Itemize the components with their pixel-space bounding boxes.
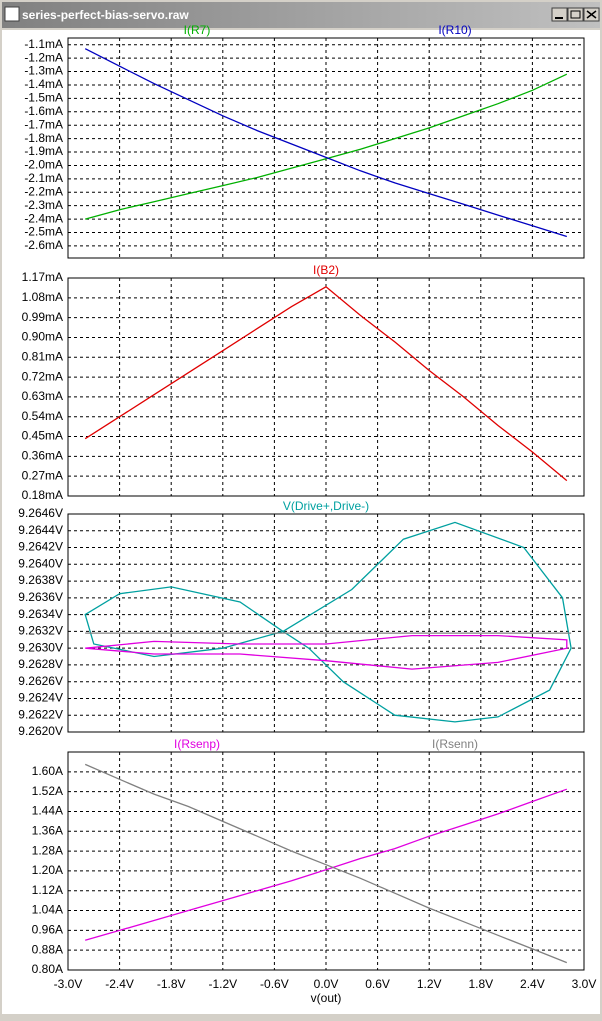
y-tick-label: 0.18mA <box>22 488 63 502</box>
y-tick-label: -1.2mA <box>24 50 63 64</box>
y-tick-label: 9.2628V <box>18 657 63 671</box>
y-tick-label: 0.96A <box>32 923 63 937</box>
trace <box>85 73 568 220</box>
y-tick-label: 0.45mA <box>22 429 63 443</box>
y-tick-label: 0.54mA <box>22 409 63 423</box>
y-tick-label: 1.04A <box>32 903 63 917</box>
y-tick-label: 1.08mA <box>22 290 63 304</box>
y-tick-label: 0.90mA <box>22 330 63 344</box>
y-tick-label: -2.1mA <box>24 171 63 185</box>
plot-background <box>2 30 600 1014</box>
y-tick-label: 9.2646V <box>18 506 63 520</box>
y-tick-label: -1.4mA <box>24 77 63 91</box>
title-bar <box>2 2 600 28</box>
x-tick-label: 1.8V <box>468 977 493 991</box>
x-tick-label: 0.0V <box>314 977 339 991</box>
x-tick-label: -3.0V <box>54 977 83 991</box>
y-tick-label: 9.2630V <box>18 640 63 654</box>
trace <box>84 763 568 964</box>
x-tick-label: -0.6V <box>260 977 289 991</box>
y-tick-label: -1.3mA <box>24 64 63 78</box>
y-tick-label: 9.2622V <box>18 707 63 721</box>
x-tick-label: 3.0V <box>572 977 597 991</box>
y-tick-label: 1.44A <box>32 804 63 818</box>
y-tick-label: 0.99mA <box>22 310 63 324</box>
y-tick-label: 9.2624V <box>18 691 63 705</box>
y-tick-label: -2.2mA <box>24 184 63 198</box>
legend-entry: I(Rsenn) <box>432 737 478 751</box>
y-tick-label: 9.2634V <box>18 607 63 621</box>
x-tick-label: -1.8V <box>157 977 186 991</box>
y-tick-label: 9.2636V <box>18 590 63 604</box>
trace <box>85 634 568 670</box>
y-tick-label: -1.9mA <box>24 144 63 158</box>
x-tick-label: 0.6V <box>365 977 390 991</box>
window-title: series-perfect-bias-servo.raw <box>22 8 189 22</box>
y-tick-label: 0.88A <box>32 942 63 956</box>
y-tick-label: -2.4mA <box>24 211 63 225</box>
legend-entry: I(Rsenp) <box>174 737 220 751</box>
x-tick-label: -2.4V <box>105 977 134 991</box>
x-tick-label: 1.2V <box>417 977 442 991</box>
y-tick-label: -2.5mA <box>24 225 63 239</box>
maximize-button[interactable] <box>567 7 584 22</box>
y-tick-label: 1.52A <box>32 784 63 798</box>
y-tick-label: 1.17mA <box>22 270 63 284</box>
y-tick-label: 0.81mA <box>22 349 63 363</box>
y-tick-label: 1.36A <box>32 823 63 837</box>
y-tick-label: 9.2640V <box>18 556 63 570</box>
x-tick-label: -1.2V <box>208 977 237 991</box>
y-tick-label: 1.20A <box>32 863 63 877</box>
y-tick-label: -1.8mA <box>24 131 63 145</box>
y-tick-label: 0.27mA <box>22 468 63 482</box>
y-tick-label: 0.72mA <box>22 369 63 383</box>
y-tick-label: 9.2632V <box>18 624 63 638</box>
trace <box>84 48 567 238</box>
minimize-button[interactable] <box>551 7 568 22</box>
legend-entry: V(Drive+,Drive-) <box>283 499 369 513</box>
y-tick-label: 9.2638V <box>18 573 63 587</box>
y-tick-label: -1.6mA <box>24 104 63 118</box>
y-tick-label: -2.0mA <box>24 158 63 172</box>
y-tick-label: -2.3mA <box>24 198 63 212</box>
y-tick-label: 1.12A <box>32 883 63 897</box>
y-tick-label: 9.2644V <box>18 523 63 537</box>
y-tick-label: 9.2620V <box>18 724 63 738</box>
x-axis-label: v(out) <box>311 991 342 1005</box>
y-tick-label: 9.2642V <box>18 540 63 554</box>
y-tick-label: 9.2626V <box>18 674 63 688</box>
trace <box>84 521 572 723</box>
close-glyph <box>586 10 597 19</box>
y-tick-label: 0.36mA <box>22 449 63 463</box>
y-tick-label: -1.5mA <box>24 91 63 105</box>
maximize-glyph <box>570 10 581 19</box>
legend-entry: I(B2) <box>313 263 339 277</box>
trace <box>85 788 568 941</box>
y-tick-label: 1.60A <box>32 764 63 778</box>
legend-entry: I(R7) <box>184 23 211 37</box>
y-tick-label: 0.80A <box>32 962 63 976</box>
window-icon <box>4 6 20 22</box>
y-tick-label: 1.28A <box>32 843 63 857</box>
x-tick-label: 2.4V <box>520 977 545 991</box>
y-tick-label: -1.7mA <box>24 117 63 131</box>
y-tick-label: -1.1mA <box>24 37 63 51</box>
window-buttons[interactable] <box>551 7 600 22</box>
y-tick-label: -2.6mA <box>24 238 63 252</box>
legend-entry: I(R10) <box>438 23 471 37</box>
trace <box>84 286 568 482</box>
y-tick-label: 0.63mA <box>22 389 63 403</box>
